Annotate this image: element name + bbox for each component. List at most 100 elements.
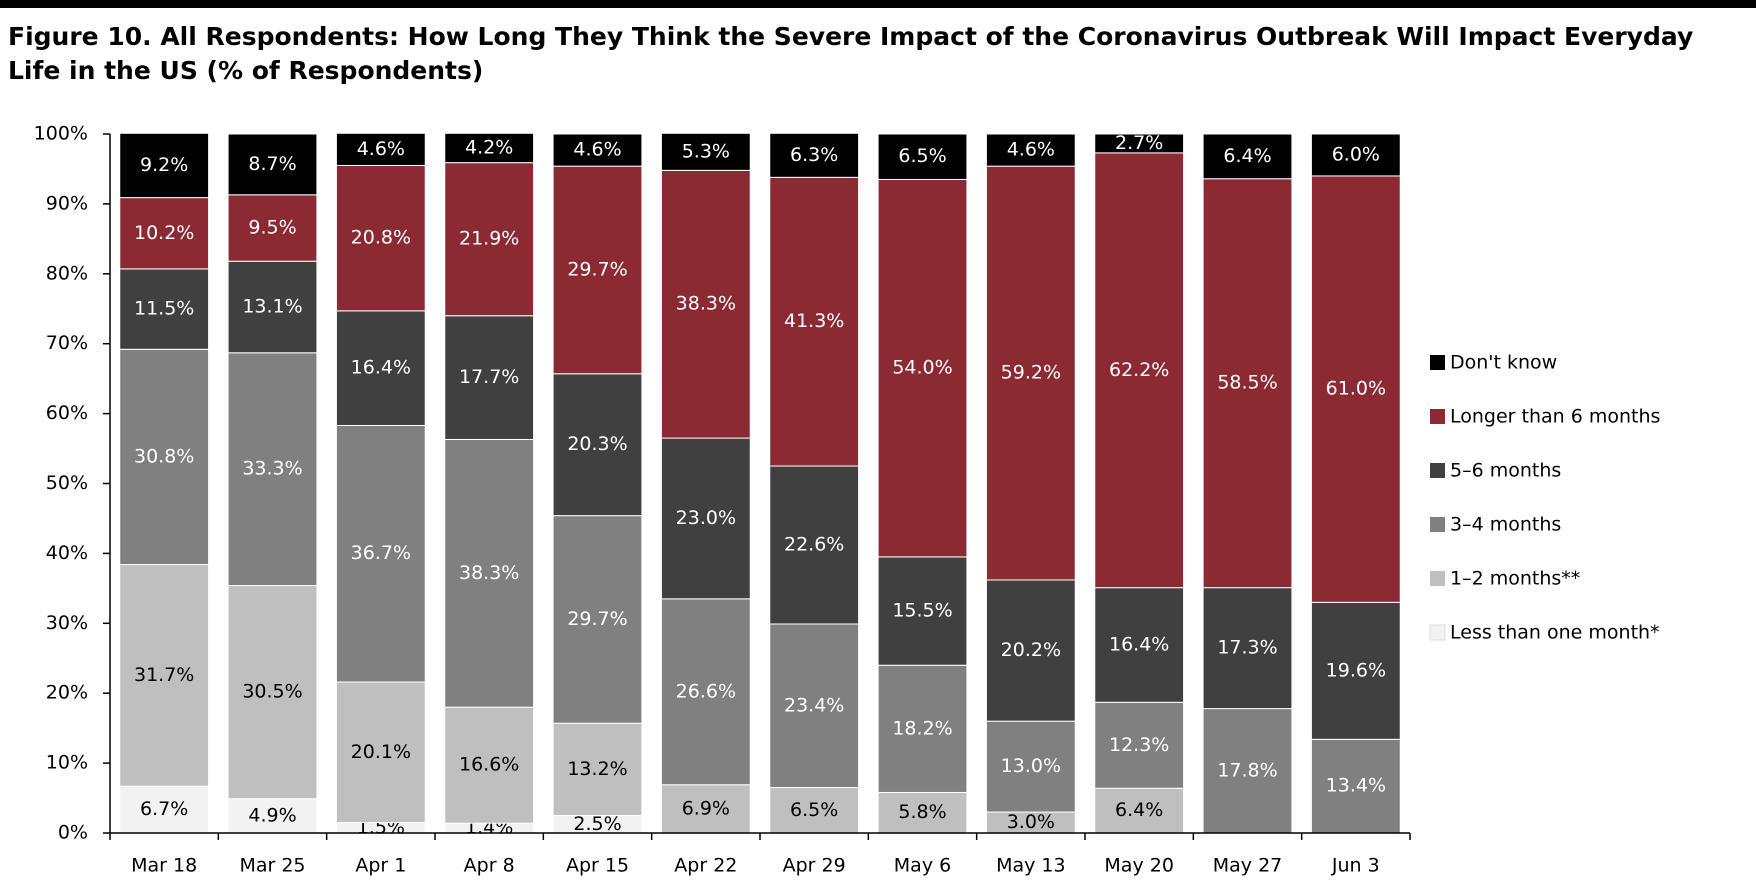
bar-segment: [769, 176, 860, 467]
bar-segment: [335, 424, 426, 683]
y-tick-label: 0%: [58, 822, 88, 844]
value-label: 41.3%: [784, 310, 844, 332]
bar-segment: [444, 162, 535, 317]
value-label: 20.2%: [1001, 639, 1061, 661]
bar-segment: [552, 373, 643, 517]
value-label: 2.7%: [1115, 132, 1163, 154]
bar-segment: [985, 720, 1076, 813]
value-label: 38.3%: [676, 293, 736, 315]
bar-segment: [1094, 587, 1185, 703]
y-tick-label: 30%: [46, 612, 88, 634]
bar-segment: [1094, 701, 1185, 789]
bar-segment: [769, 132, 860, 178]
y-tick-label: 60%: [46, 402, 88, 424]
value-label: 8.7%: [248, 153, 296, 175]
x-tick-label: Apr 15: [566, 855, 629, 877]
y-tick-label: 50%: [46, 472, 88, 494]
x-tick-label: May 20: [1104, 855, 1174, 877]
bar-segment: [769, 787, 860, 834]
y-tick-label: 20%: [46, 682, 88, 704]
bar-segment: [1094, 787, 1185, 834]
bar-segment: [227, 352, 318, 587]
x-tick-label: May 6: [894, 855, 951, 877]
value-label: 12.3%: [1109, 734, 1169, 756]
value-label: 15.5%: [892, 600, 952, 622]
value-label: 54.0%: [892, 357, 952, 379]
bar-segment: [1202, 178, 1293, 589]
x-tick-label: Apr 8: [464, 855, 515, 877]
x-tick-label: Apr 29: [783, 855, 846, 877]
legend-label: 3–4 months: [1450, 514, 1561, 536]
value-label: 16.4%: [351, 357, 411, 379]
bar-segment: [1310, 175, 1401, 603]
bar-segment: [335, 681, 426, 824]
value-label: 13.0%: [1001, 755, 1061, 777]
value-label: 4.6%: [357, 138, 405, 160]
bar-segment: [877, 178, 968, 558]
bar-segment: [119, 564, 210, 787]
y-tick-label: 10%: [46, 752, 88, 774]
value-label: 36.7%: [351, 542, 411, 564]
value-label: 17.3%: [1217, 637, 1277, 659]
value-label: 21.9%: [459, 228, 519, 250]
value-label: 6.0%: [1332, 143, 1380, 165]
x-tick-label: May 13: [996, 855, 1066, 877]
y-tick-label: 100%: [34, 123, 88, 145]
bar-segment: [227, 260, 318, 354]
bar-segment: [335, 132, 426, 166]
bar-segment: [660, 437, 751, 600]
value-label: 6.4%: [1115, 799, 1163, 821]
bar-segment: [119, 197, 210, 270]
value-label: 6.5%: [898, 145, 946, 167]
y-tick-label: 80%: [46, 262, 88, 284]
value-label: 61.0%: [1326, 378, 1386, 400]
value-label: 9.2%: [140, 154, 188, 176]
bar-segment: [877, 556, 968, 666]
x-tick-label: Mar 25: [239, 855, 305, 877]
value-label: 6.3%: [790, 144, 838, 166]
value-label: 30.8%: [134, 445, 194, 467]
y-tick-label: 70%: [46, 332, 88, 354]
value-label: 9.5%: [248, 217, 296, 239]
value-label: 4.2%: [465, 136, 513, 158]
value-label: 17.8%: [1217, 759, 1277, 781]
x-tick-label: Apr 1: [355, 855, 406, 877]
value-label: 4.9%: [248, 804, 296, 826]
value-label: 17.7%: [459, 366, 519, 388]
bar-segment: [552, 133, 643, 167]
value-label: 26.6%: [676, 680, 736, 702]
bar-segment: [877, 791, 968, 834]
bar-segment: [335, 164, 426, 312]
bar-segment: [660, 169, 751, 439]
legend-swatch: [1430, 463, 1445, 478]
value-label: 16.6%: [459, 754, 519, 776]
legend-swatch: [1430, 571, 1445, 586]
value-label: 20.3%: [567, 433, 627, 455]
legend-label: Longer than 6 months: [1450, 406, 1660, 428]
bar-segment: [1202, 133, 1293, 180]
value-label: 2.5%: [573, 813, 621, 835]
value-label: 6.9%: [682, 797, 730, 819]
bar-segment: [227, 133, 318, 196]
value-label: 29.7%: [567, 608, 627, 630]
x-tick-label: Jun 3: [1331, 855, 1380, 877]
legend-swatch: [1430, 409, 1445, 424]
bar-segment: [985, 579, 1076, 722]
bar-segment: [552, 722, 643, 817]
x-tick-label: Mar 18: [131, 855, 197, 877]
value-label: 23.0%: [676, 507, 736, 529]
value-label: 20.8%: [351, 227, 411, 249]
x-tick-label: Apr 22: [674, 855, 737, 877]
value-label: 11.5%: [134, 298, 194, 320]
legend-swatch: [1430, 355, 1445, 370]
y-tick-label: 40%: [46, 542, 88, 564]
value-label: 29.7%: [567, 258, 627, 280]
y-tick-label: 90%: [46, 192, 88, 214]
value-label: 5.8%: [898, 801, 946, 823]
value-label: 5.3%: [682, 140, 730, 162]
bar-segment: [444, 315, 535, 440]
bar-segment: [444, 438, 535, 708]
bar-segment: [335, 310, 426, 426]
bar-segment: [444, 706, 535, 824]
